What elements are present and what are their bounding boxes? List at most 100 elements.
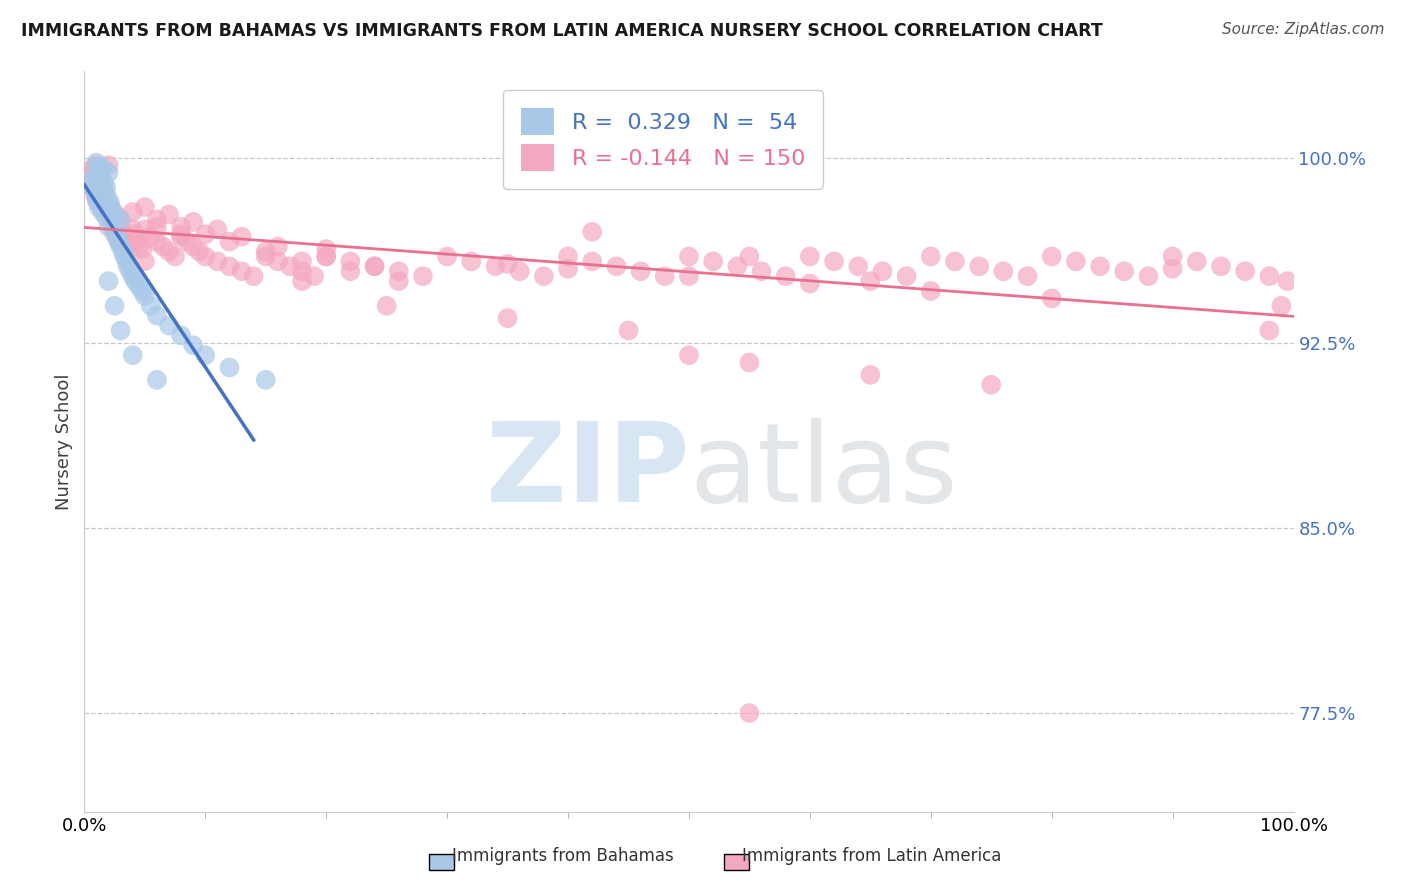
Point [131,284,153,298]
Point [79,168,101,182]
Point [114,232,136,246]
Point [84,187,107,202]
Point [104,227,127,242]
Point [110,222,132,236]
Point [1277,274,1299,288]
Point [110,212,132,227]
Point [751,264,773,278]
Point [103,222,125,236]
Point [86,161,108,175]
Point [86,195,108,210]
Point [920,249,942,263]
Y-axis label: Nursery School: Nursery School [55,373,73,510]
Point [96,190,118,204]
Point [93,175,115,189]
Point [823,254,845,268]
Point [207,254,229,268]
Point [315,242,337,256]
Point [388,274,411,288]
Point [86,155,108,169]
Point [218,235,240,249]
Point [94,180,117,194]
Point [165,249,187,263]
Text: IMMIGRANTS FROM BAHAMAS VS IMMIGRANTS FROM LATIN AMERICA NURSERY SCHOOL CORRELAT: IMMIGRANTS FROM BAHAMAS VS IMMIGRANTS FR… [21,22,1102,40]
Point [157,207,180,221]
Point [129,237,152,252]
Point [134,222,156,236]
Point [134,289,156,303]
Point [339,264,361,278]
Point [254,244,277,259]
Point [94,210,117,224]
Point [188,244,211,259]
Point [181,215,204,229]
Point [128,279,150,293]
Point [82,180,104,194]
Point [117,237,139,252]
Point [896,269,918,284]
Point [218,260,240,274]
Point [267,254,290,268]
Point [1017,269,1039,284]
Point [83,183,105,197]
Point [1040,292,1063,306]
Point [207,222,229,236]
Point [678,269,700,284]
Point [859,274,882,288]
Point [90,180,112,194]
Point [110,212,132,227]
Point [315,249,337,263]
Point [98,207,121,221]
Point [231,264,253,278]
Point [90,178,112,192]
Point [110,239,132,253]
Point [100,200,122,214]
Point [231,229,253,244]
Point [291,274,314,288]
Point [436,249,458,263]
Point [134,254,156,268]
Point [112,227,135,242]
Point [131,242,153,256]
Point [84,186,107,200]
Point [1161,261,1184,276]
Point [87,200,110,214]
Point [94,197,117,211]
Point [533,269,555,284]
Point [1258,323,1281,337]
Point [181,239,204,253]
Point [375,299,398,313]
Point [110,323,132,337]
Point [105,229,128,244]
Point [581,225,603,239]
Point [134,200,156,214]
Point [738,355,761,369]
Point [1270,299,1292,313]
Point [254,249,277,263]
Point [1064,254,1087,268]
Point [170,227,193,242]
Point [91,161,114,175]
Point [605,260,627,274]
Point [775,269,797,284]
Point [121,205,143,219]
Point [121,222,143,236]
Point [1040,249,1063,263]
Point [104,207,127,221]
Point [94,193,117,207]
Point [363,260,385,274]
Point [94,186,117,200]
Point [363,260,385,274]
Point [82,178,104,192]
Text: Immigrants from Bahamas: Immigrants from Bahamas [451,847,673,865]
Point [291,264,314,278]
Point [678,348,700,362]
Point [91,183,114,197]
Point [967,260,990,274]
Point [91,205,114,219]
Point [1234,264,1257,278]
Point [83,170,105,185]
Point [738,249,761,263]
Point [181,338,204,352]
Point [86,163,108,178]
